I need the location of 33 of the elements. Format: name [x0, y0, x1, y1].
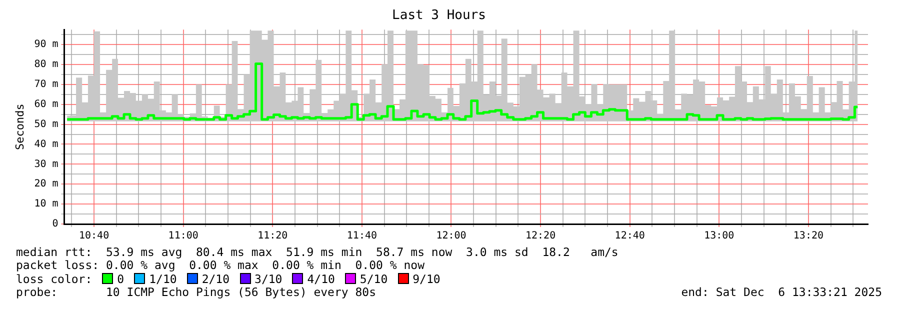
- chart-title: Last 3 Hours: [392, 8, 486, 24]
- x-tick-label: 13:20: [793, 230, 824, 242]
- text: median rtt: 53.9 ms avg 80.4 ms max 51.9 ms min 58.7 ms now 3.0 ms sd 18.2 am/s: [16, 245, 620, 260]
- legend-label: 9/10: [412, 272, 440, 286]
- y-tick-label: 60 m: [34, 98, 58, 110]
- y-tick-label: 20 m: [34, 178, 58, 190]
- y-tick-label: 40 m: [34, 138, 58, 150]
- legend-label: 2/10: [202, 272, 230, 286]
- legend-label: 1/10: [149, 272, 177, 286]
- y-tick-label: 10 m: [34, 198, 58, 210]
- text: packet loss: 0.00 % avg 0.00 % max 0.00 % min 0.00 % now: [16, 258, 426, 273]
- x-tick-label: 12:20: [525, 230, 556, 242]
- y-tick-label: 80 m: [34, 59, 58, 70]
- y-axis-title: Seconds: [13, 104, 26, 150]
- legend-label: 0: [117, 272, 124, 286]
- text: end: Sat Dec 6 13:33:21 2025: [681, 284, 882, 300]
- y-tick-label: 50 m: [34, 118, 58, 130]
- text: probe: 10 ICMP Echo Pings (56 Bytes) every 80s: [16, 284, 376, 299]
- x-tick-label: 10:40: [78, 230, 110, 242]
- y-tick-label: 0: [52, 218, 58, 230]
- x-tick-label: 11:00: [168, 230, 198, 242]
- x-tick-label: 13:00: [704, 230, 734, 242]
- y-tick-label: 30 m: [34, 158, 58, 170]
- legend-label: 3/10: [254, 272, 282, 286]
- y-tick-label: 90 m: [34, 39, 58, 50]
- x-tick-label: 12:00: [436, 230, 466, 242]
- text: loss color:: [16, 272, 92, 286]
- x-tick-label: 11:20: [258, 230, 288, 242]
- y-tick-label: 70 m: [34, 79, 58, 90]
- x-tick-label: 12:40: [614, 230, 645, 242]
- legend-label: 4/10: [307, 272, 335, 286]
- x-tick-label: 11:40: [346, 230, 378, 242]
- legend-label: 5/10: [360, 272, 388, 286]
